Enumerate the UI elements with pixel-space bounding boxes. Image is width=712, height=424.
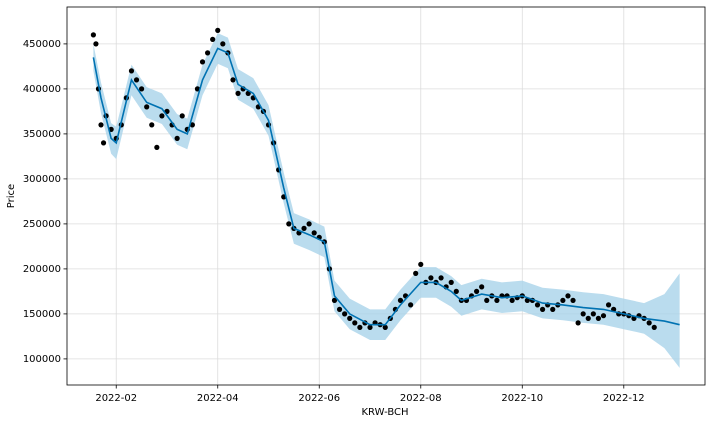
observed-point: [605, 302, 612, 308]
observed-point: [524, 297, 530, 303]
observed-point: [154, 144, 160, 150]
observed-point: [600, 313, 607, 319]
observed-point: [382, 324, 388, 330]
observed-point: [230, 77, 236, 83]
observed-point: [494, 297, 500, 303]
x-tick-label: 2022-06: [298, 393, 340, 404]
y-tick-label: 100000: [23, 354, 61, 365]
observed-point: [539, 306, 546, 312]
observed-point: [189, 122, 195, 128]
observed-point: [159, 113, 165, 119]
plot-frame: [66, 6, 706, 386]
forecast-line: [92, 47, 680, 326]
observed-point: [357, 324, 363, 330]
y-tick-label: 200000: [23, 264, 61, 275]
observed-point: [331, 297, 338, 303]
observed-point: [580, 311, 586, 317]
observed-point: [210, 36, 216, 43]
observed-point: [646, 320, 652, 326]
observed-point: [585, 315, 591, 321]
observed-point: [336, 306, 343, 312]
observed-point: [484, 297, 490, 303]
observed-point: [590, 311, 596, 317]
y-tick-label: 400000: [23, 84, 61, 95]
x-tick-label: 2022-08: [400, 393, 442, 404]
observed-point: [301, 225, 307, 231]
observed-point: [235, 90, 241, 96]
observed-point: [144, 104, 150, 110]
observed-point: [98, 122, 104, 128]
observed-point: [418, 261, 424, 267]
observed-point: [428, 275, 434, 281]
x-tick-label: 2022-12: [603, 393, 645, 404]
observed-point: [367, 324, 373, 330]
observed-point: [100, 140, 107, 146]
y-tick-label: 300000: [23, 174, 61, 185]
observed-point: [245, 90, 251, 96]
y-tick-label: 450000: [23, 39, 61, 50]
marks: [90, 27, 680, 368]
observed-point: [128, 68, 135, 74]
observed-point: [215, 27, 221, 33]
observed-point: [311, 230, 317, 236]
observed-point: [570, 297, 576, 303]
observed-point: [133, 77, 140, 83]
observed-point: [286, 221, 292, 227]
observed-point: [90, 32, 96, 38]
observed-point: [473, 288, 480, 294]
observed-point: [220, 41, 226, 47]
observed-point: [347, 315, 353, 321]
observed-point: [174, 135, 180, 141]
observed-point: [139, 86, 145, 92]
observed-point: [550, 306, 556, 312]
observed-point: [194, 86, 201, 92]
y-tick-label: 150000: [23, 309, 61, 320]
observed-point: [179, 113, 185, 119]
observed-point: [199, 59, 206, 65]
observed-point: [509, 297, 515, 303]
x-axis-label: KRW-BCH: [361, 407, 408, 418]
observed-point: [595, 315, 602, 321]
x-tick-label: 2022-02: [95, 393, 137, 404]
x-tick-label: 2022-04: [197, 393, 239, 404]
observed-point: [397, 297, 404, 303]
y-axis-label: Price: [6, 184, 17, 208]
observed-point: [453, 288, 459, 294]
observed-point: [204, 50, 211, 56]
observed-point: [438, 275, 444, 281]
observed-point: [306, 221, 312, 227]
observed-point: [479, 284, 485, 290]
observed-point: [342, 311, 348, 317]
y-tick-label: 250000: [23, 219, 61, 230]
observed-point: [93, 41, 99, 47]
observed-point: [352, 320, 358, 326]
observed-point: [575, 320, 581, 326]
observed-point: [413, 270, 419, 276]
observed-point: [149, 122, 155, 128]
x-tick-label: 2022-10: [501, 393, 543, 404]
observed-point: [408, 302, 414, 308]
observed-point: [651, 324, 657, 330]
observed-point: [565, 293, 571, 299]
observed-point: [560, 297, 566, 303]
y-tick-label: 350000: [23, 129, 61, 140]
observed-point: [448, 279, 454, 285]
observed-point: [534, 302, 541, 308]
